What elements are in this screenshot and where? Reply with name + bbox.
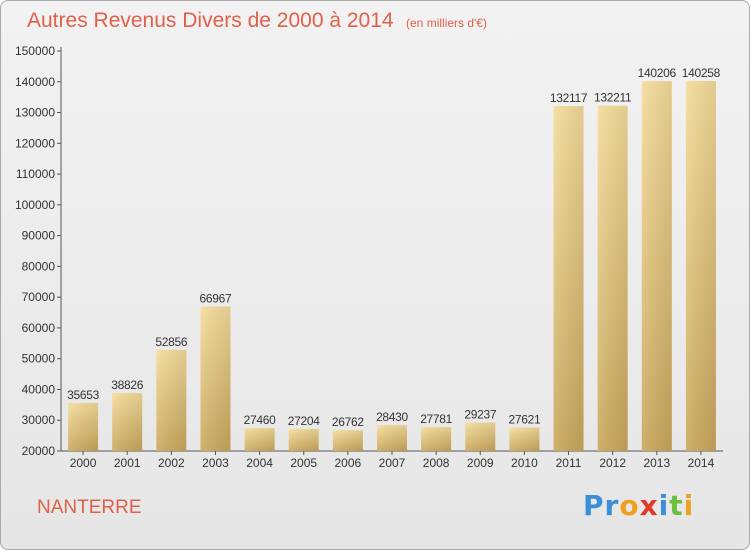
x-tick-label: 2003 — [202, 456, 229, 470]
y-tick-label: 140000 — [15, 75, 55, 89]
x-tick-label: 2010 — [511, 456, 538, 470]
bar-shade — [597, 105, 628, 451]
y-tick-label: 50000 — [22, 352, 56, 366]
x-tick-label: 2009 — [467, 456, 494, 470]
x-tick-label: 2012 — [599, 456, 626, 470]
brand-letter: i — [658, 489, 670, 522]
chart-title-block: Autres Revenus Divers de 2000 à 2014 (en… — [27, 9, 487, 33]
y-tick-label: 30000 — [22, 413, 56, 427]
data-label: 27204 — [288, 414, 320, 428]
chart-title: Autres Revenus Divers de 2000 à 2014 — [27, 9, 394, 32]
data-label: 132211 — [594, 91, 632, 105]
x-tick-label: 2011 — [556, 456, 582, 470]
data-label: 26762 — [332, 415, 364, 429]
data-label: 28430 — [376, 410, 408, 424]
bar-shade — [641, 81, 672, 452]
x-tick-label: 2002 — [158, 456, 185, 470]
x-tick-label: 2005 — [290, 456, 317, 470]
x-tick-label: 2008 — [423, 456, 450, 470]
y-tick-label: 70000 — [22, 290, 56, 304]
data-label: 38826 — [111, 378, 143, 392]
data-label: 35653 — [67, 388, 99, 402]
y-tick-label: 80000 — [22, 259, 56, 273]
data-label: 27781 — [420, 412, 452, 426]
data-label: 140206 — [638, 66, 677, 80]
x-tick-label: 2006 — [335, 456, 362, 470]
bar-shade — [465, 422, 496, 451]
bar-shade — [68, 402, 99, 451]
x-tick-label: 2007 — [379, 456, 406, 470]
brand-letter: x — [639, 489, 659, 522]
y-tick-label: 90000 — [22, 229, 56, 243]
brand-letter: i — [683, 489, 695, 522]
x-tick-label: 2004 — [246, 456, 273, 470]
y-tick-label: 100000 — [15, 198, 55, 212]
bar-shade — [332, 430, 363, 451]
y-tick-label: 20000 — [22, 444, 56, 458]
x-tick-label: 2001 — [114, 456, 141, 470]
y-tick-label: 130000 — [15, 106, 55, 120]
data-label: 27460 — [244, 413, 276, 427]
bars — [68, 80, 716, 452]
y-tick-label: 40000 — [22, 382, 56, 396]
data-label: 66967 — [200, 291, 232, 305]
brand-letter: P — [583, 489, 605, 522]
x-tick-label: 2000 — [70, 456, 97, 470]
bar-shade — [156, 349, 187, 451]
bar-shade — [553, 106, 584, 452]
bar-shade — [421, 427, 452, 451]
chart-unit-note: (en milliers d'€) — [406, 16, 487, 30]
brand-letter: t — [669, 489, 684, 522]
data-label: 27621 — [508, 413, 540, 427]
y-tick-label: 60000 — [22, 321, 56, 335]
data-label: 140258 — [682, 66, 721, 80]
bar-shade — [288, 428, 319, 451]
bar-shade — [685, 80, 716, 451]
x-tick-label: 2014 — [688, 456, 715, 470]
y-tick-label: 150000 — [15, 44, 55, 58]
bar-shade — [200, 306, 231, 451]
brand-letter: r — [604, 489, 620, 522]
bar-shade — [509, 427, 540, 451]
brand-logo: Proxiti — [583, 489, 694, 522]
y-tick-label: 110000 — [16, 167, 55, 181]
value-labels: 35653 38826 52856 66967 27460 27204 26762 28430… — [67, 66, 721, 429]
data-label: 52856 — [155, 335, 187, 349]
brand-letter: o — [619, 489, 640, 522]
bar-shade — [112, 393, 143, 451]
x-tick-label: 2013 — [643, 456, 670, 470]
bar-shade — [377, 425, 407, 451]
bar-shade — [244, 428, 275, 451]
data-label: 29237 — [464, 408, 496, 422]
data-label: 132117 — [550, 91, 588, 105]
y-tick-label: 120000 — [15, 136, 55, 150]
location-label: NANTERRE — [37, 497, 142, 518]
